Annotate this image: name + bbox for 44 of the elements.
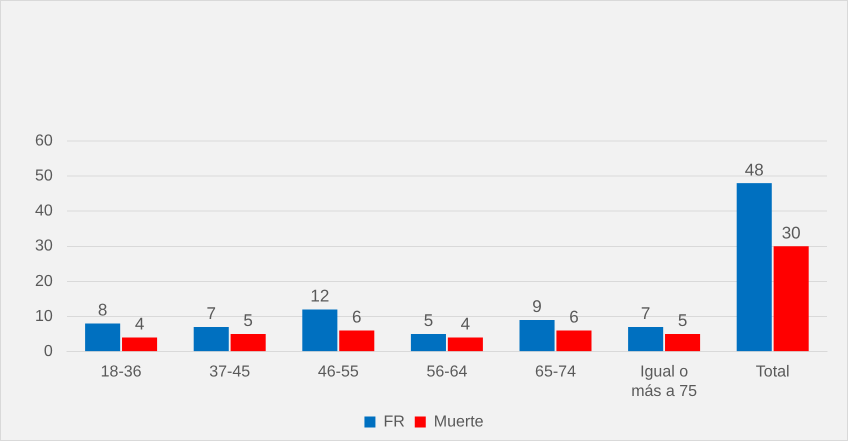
data-label: 6 [569, 308, 579, 327]
y-tick-label: 30 [35, 238, 53, 255]
data-label: 5 [424, 311, 434, 330]
legend-label: FR [383, 413, 405, 430]
data-label: 12 [310, 286, 330, 306]
x-tick-label: 37-45 [209, 364, 250, 381]
data-label: 8 [98, 300, 108, 320]
x-tick-label: 46-55 [318, 364, 359, 381]
y-tick-label: 0 [44, 343, 53, 360]
data-label: 4 [134, 314, 144, 334]
bar [85, 324, 120, 352]
x-tick-label: 56-64 [426, 364, 468, 381]
bar [628, 327, 664, 352]
bar [665, 334, 700, 352]
x-tick-label: 18-36 [100, 364, 142, 381]
bar [520, 320, 555, 352]
data-label: 30 [782, 223, 801, 242]
x-tick-label: Igual o más a 75 [631, 364, 698, 400]
data-label: 48 [744, 160, 764, 180]
y-tick-label: 40 [35, 202, 53, 220]
bar [230, 334, 266, 352]
legend-label: Muerte [434, 413, 484, 430]
data-label: 7 [206, 304, 216, 324]
bar [774, 246, 809, 352]
bar [339, 330, 374, 352]
data-label: 7 [640, 304, 650, 324]
x-tick-label: Total [756, 364, 790, 381]
bar [448, 338, 483, 352]
bar [302, 309, 338, 352]
data-label: 9 [532, 297, 542, 316]
data-label: 5 [243, 311, 253, 330]
data-label: 6 [352, 308, 362, 327]
x-tick-label: 65-74 [535, 364, 576, 381]
bar [410, 334, 446, 352]
bar [122, 338, 158, 352]
bar [556, 330, 592, 352]
bar [194, 327, 229, 352]
y-tick-label: 20 [35, 272, 53, 290]
y-tick-label: 60 [35, 132, 53, 150]
y-tick-label: 50 [35, 168, 53, 185]
data-label: 4 [460, 314, 470, 334]
bar [736, 183, 772, 352]
data-label: 5 [678, 311, 688, 330]
y-tick-label: 10 [35, 308, 53, 325]
